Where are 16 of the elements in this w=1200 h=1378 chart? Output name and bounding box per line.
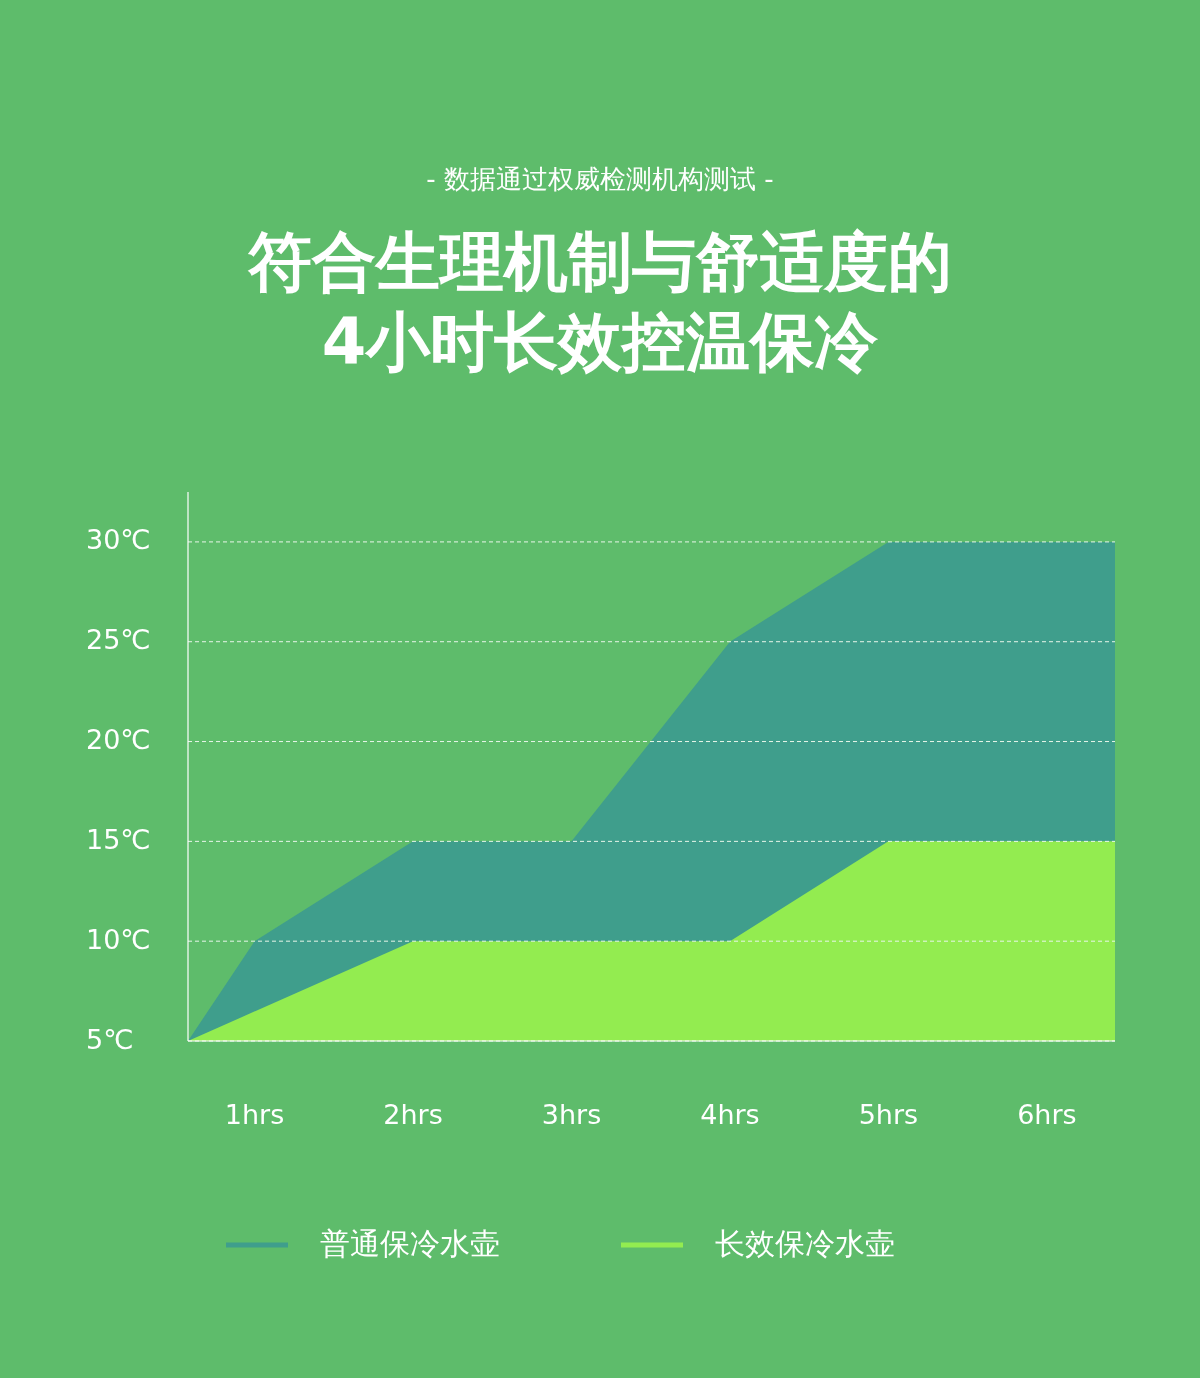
y-tick-label: 15℃ [86, 823, 151, 855]
chart-title: 符合生理机制与舒适度的 4小时长效控温保冷 [247, 225, 952, 379]
y-tick-label: 30℃ [86, 524, 151, 556]
y-tick-label: 25℃ [86, 624, 151, 656]
x-tick-label: 4hrs [700, 1099, 760, 1130]
x-tick-label: 1hrs [224, 1099, 285, 1130]
legend-label: 长效保冷水壶 [715, 1225, 895, 1261]
legend-label: 普通保冷水壶 [320, 1225, 500, 1261]
x-tick-label: 5hrs [858, 1099, 919, 1130]
y-tick-label: 20℃ [86, 724, 151, 756]
y-tick-label: 5℃ [86, 1023, 134, 1055]
y-tick-label: 10℃ [86, 923, 151, 955]
x-tick-label: 6hrs [1017, 1099, 1077, 1130]
chart-subtitle: - 数据通过权威检测机构测试 - [426, 164, 774, 194]
x-tick-label: 2hrs [383, 1099, 443, 1130]
x-tick-label: 3hrs [541, 1099, 602, 1130]
